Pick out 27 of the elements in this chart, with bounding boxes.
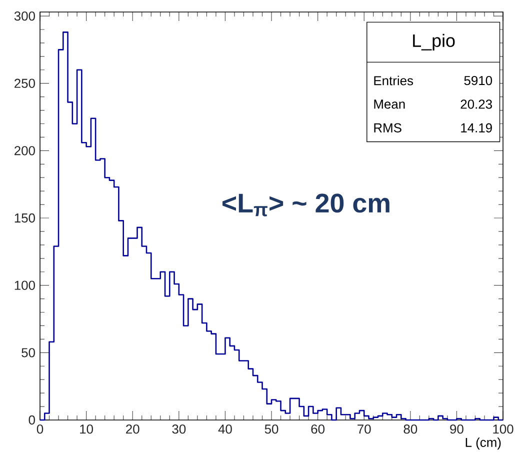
- x-tick-label: 0: [36, 424, 44, 434]
- x-axis-title: L (cm): [466, 438, 501, 450]
- x-tick-label: 70: [358, 424, 371, 434]
- x-tick-label: 90: [450, 424, 464, 434]
- annotation: <L$_{π}$> ~ 20 cm: [222, 194, 390, 216]
- y-tick-label: 200: [14, 146, 35, 156]
- y-tick-label: 100: [14, 280, 35, 290]
- annotation: RMS: [374, 123, 402, 132]
- x-tick-label: 30: [172, 424, 186, 434]
- x-tick-label: 60: [311, 424, 325, 434]
- annotation: 14.19: [461, 123, 492, 132]
- y-tick-label: 150: [14, 213, 35, 223]
- y-tick-label: 300: [14, 11, 35, 21]
- annotation: Entries: [374, 76, 414, 86]
- y-tick-label: 0: [28, 415, 35, 425]
- x-tick-label: 80: [404, 424, 418, 434]
- annotation: Mean: [374, 100, 405, 109]
- annotation: 20.23: [460, 100, 492, 109]
- x-tick-label: 20: [126, 424, 140, 434]
- y-tick-label: 50: [22, 348, 35, 358]
- text: L_pio: [413, 34, 455, 51]
- x-tick-label: 10: [80, 424, 94, 434]
- annotation: 5910: [464, 76, 492, 86]
- y-tick-label: 250: [14, 78, 35, 88]
- x-tick-label: 50: [264, 424, 278, 434]
- x-tick-label: 100: [493, 424, 514, 434]
- x-tick-label: 40: [218, 424, 232, 434]
